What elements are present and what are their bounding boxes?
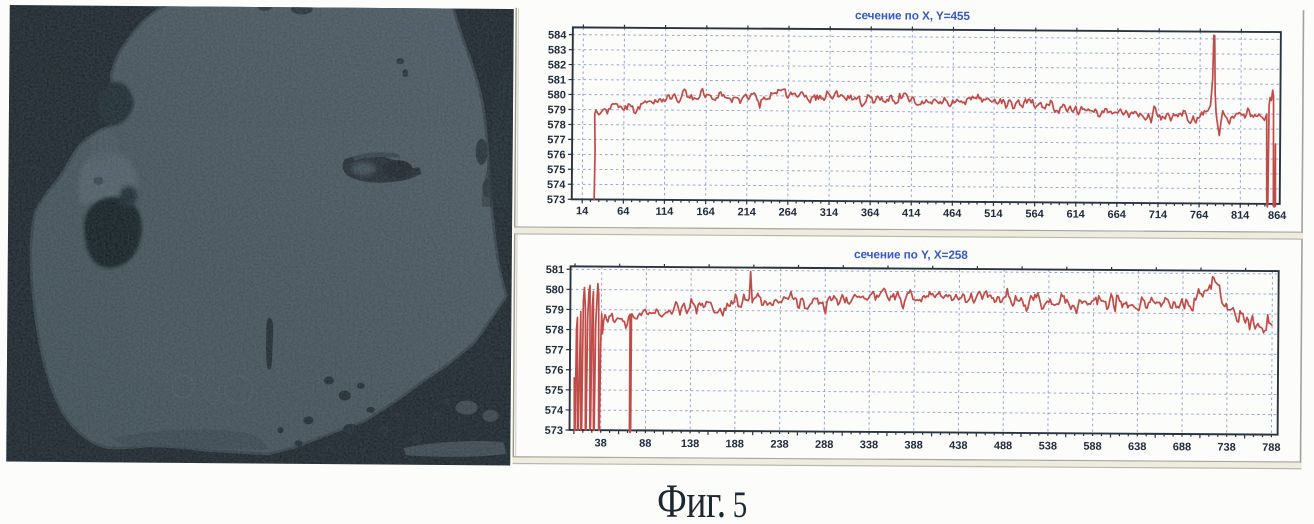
svg-text:14: 14	[576, 205, 589, 217]
svg-text:138: 138	[681, 438, 699, 450]
svg-text:338: 338	[860, 439, 878, 451]
svg-text:638: 638	[1128, 441, 1146, 453]
svg-text:538: 538	[1039, 440, 1057, 452]
svg-text:664: 664	[1108, 209, 1127, 221]
svg-text:576: 576	[547, 149, 565, 161]
svg-text:583: 583	[548, 45, 566, 57]
svg-text:38: 38	[594, 437, 606, 449]
svg-text:864: 864	[1268, 210, 1287, 222]
svg-text:88: 88	[639, 438, 651, 450]
svg-text:578: 578	[547, 119, 565, 131]
svg-text:388: 388	[904, 439, 922, 451]
svg-text:575: 575	[547, 164, 565, 176]
svg-text:738: 738	[1217, 442, 1235, 454]
svg-text:714: 714	[1149, 209, 1168, 221]
svg-text:64: 64	[617, 206, 630, 218]
svg-text:438: 438	[949, 440, 967, 452]
svg-text:688: 688	[1173, 441, 1191, 453]
svg-text:581: 581	[546, 264, 564, 276]
svg-text:573: 573	[545, 425, 563, 437]
svg-text:464: 464	[943, 208, 962, 220]
svg-text:573: 573	[547, 194, 565, 206]
svg-text:574: 574	[547, 179, 566, 191]
svg-text:577: 577	[545, 344, 563, 356]
svg-text:114: 114	[655, 206, 674, 218]
svg-text:581: 581	[548, 74, 566, 86]
svg-text:514: 514	[984, 208, 1003, 220]
svg-text:214: 214	[737, 206, 756, 218]
svg-text:579: 579	[547, 104, 565, 116]
svg-text:814: 814	[1231, 210, 1250, 222]
svg-text:364: 364	[861, 207, 880, 219]
svg-text:264: 264	[779, 207, 798, 219]
svg-text:575: 575	[545, 385, 563, 397]
svg-text:578: 578	[545, 324, 563, 336]
svg-text:164: 164	[696, 206, 715, 218]
svg-text:580: 580	[546, 284, 564, 296]
svg-text:577: 577	[547, 134, 565, 146]
svg-text:574: 574	[545, 405, 564, 417]
svg-text:582: 582	[548, 59, 566, 71]
svg-text:сечение по Y, X=258: сечение по Y, X=258	[854, 247, 968, 262]
svg-text:488: 488	[994, 440, 1012, 452]
svg-text:579: 579	[545, 304, 563, 316]
svg-text:314: 314	[820, 207, 839, 219]
svg-text:588: 588	[1083, 441, 1101, 453]
svg-text:414: 414	[902, 207, 921, 219]
svg-text:288: 288	[815, 439, 833, 451]
svg-text:584: 584	[548, 30, 567, 42]
svg-text:188: 188	[726, 438, 744, 450]
svg-text:764: 764	[1190, 209, 1209, 221]
svg-text:614: 614	[1066, 209, 1085, 221]
svg-text:576: 576	[545, 365, 563, 377]
svg-text:580: 580	[548, 89, 566, 101]
svg-text:238: 238	[770, 439, 788, 451]
svg-text:788: 788	[1262, 442, 1280, 454]
svg-text:564: 564	[1025, 208, 1044, 220]
svg-text:сечение по X, Y=455: сечение по X, Y=455	[855, 8, 970, 23]
